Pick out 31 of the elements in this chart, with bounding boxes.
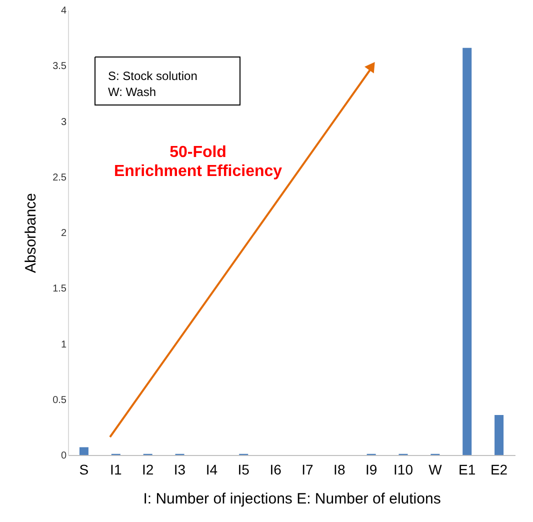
x-tick-label: W xyxy=(428,462,443,478)
y-tick-label: 2.5 xyxy=(52,172,67,184)
x-tick-label: I5 xyxy=(238,462,250,478)
y-axis-title: Absorbance xyxy=(22,192,40,274)
x-tick-label: I8 xyxy=(334,462,346,478)
x-tick-label: I3 xyxy=(174,462,186,478)
x-tick-label: I4 xyxy=(206,462,218,478)
y-tick-label: 0.5 xyxy=(52,394,67,406)
bar xyxy=(462,48,472,455)
x-axis-title: I: Number of injections E: Number of elutions xyxy=(143,490,441,508)
y-tick-label: 3 xyxy=(60,116,67,128)
bar xyxy=(79,447,88,455)
y-tick-label: 2 xyxy=(60,228,67,239)
y-tick-label: 1 xyxy=(60,339,67,350)
y-tick-label: 3.5 xyxy=(52,61,67,72)
bar xyxy=(494,414,504,455)
x-tick-label: E2 xyxy=(490,462,508,478)
x-tick-label: I6 xyxy=(270,462,282,478)
x-tick-label: I9 xyxy=(365,462,378,478)
y-tick-label: 4 xyxy=(60,6,67,16)
y-tick-label: 1.5 xyxy=(52,284,67,295)
x-tick-label: I7 xyxy=(302,462,314,478)
x-tick-label: I2 xyxy=(142,462,154,478)
x-tick-label: I1 xyxy=(110,462,122,478)
annotation: 50-Fold Enrichment Efficiency xyxy=(114,144,282,180)
annotation: S: Stock solution xyxy=(108,69,198,83)
x-tick-label: S xyxy=(79,462,89,478)
x-tick-label: E1 xyxy=(458,462,476,478)
y-tick-label: 0 xyxy=(60,450,67,462)
x-tick-label: I10 xyxy=(394,462,414,478)
annotation: W: Wash xyxy=(108,85,156,99)
